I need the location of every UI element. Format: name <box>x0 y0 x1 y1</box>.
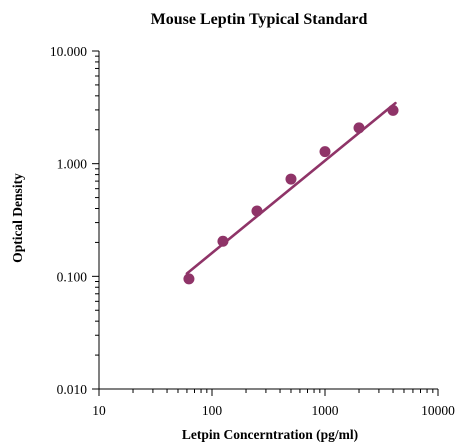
y-tick-label: 1.000 <box>57 157 88 172</box>
points-layer <box>183 104 399 285</box>
chart-title: Mouse Leptin Typical Standard <box>151 11 368 28</box>
y-axis-label: Optical Density <box>10 173 25 263</box>
data-point <box>183 273 195 285</box>
data-point <box>251 205 263 217</box>
axes-layer: 10 100 1000 10000 0.010 0.100 1.000 10.000 <box>50 44 455 418</box>
data-point <box>387 104 399 116</box>
data-point <box>319 146 331 158</box>
y-tick-label: 0.100 <box>57 269 88 284</box>
data-point <box>217 235 229 247</box>
data-point <box>353 122 365 134</box>
x-tick-label: 1000 <box>312 403 339 418</box>
x-tick-label: 100 <box>202 403 223 418</box>
x-axis-label: Letpin Concerntration (pg/ml) <box>182 427 358 442</box>
y-tick-label: 0.010 <box>57 382 88 397</box>
data-point <box>285 173 297 185</box>
x-tick-label: 10000 <box>421 403 455 418</box>
x-tick-label: 10 <box>92 403 106 418</box>
y-tick-label: 10.000 <box>50 44 87 59</box>
